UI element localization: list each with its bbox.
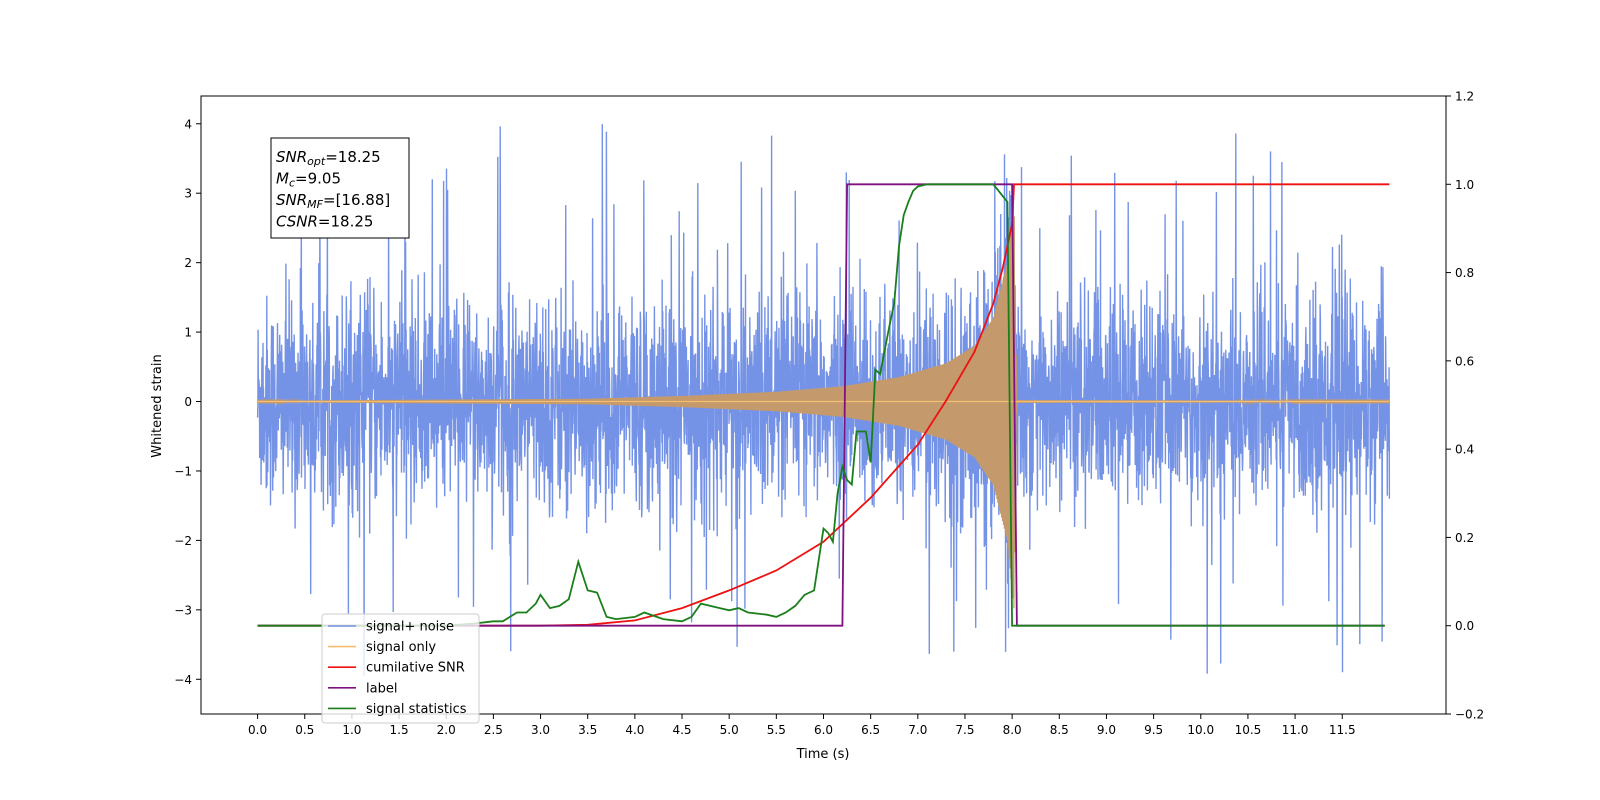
x-tick-label: 0.5: [295, 723, 314, 737]
y-tick-label: 0: [184, 395, 192, 409]
annotation-frame: [270, 137, 410, 239]
series-cumilative-snr-line: [257, 183, 1390, 627]
y-tick-label: −2: [174, 534, 192, 548]
annotation-line: Mc=9.05: [276, 170, 341, 190]
x-tick-label: 9.5: [1144, 723, 1163, 737]
x-tick-label: 5.5: [767, 723, 786, 737]
legend-frame: [321, 613, 480, 724]
y2-tick-label: 0.8: [1455, 266, 1474, 280]
y-tick-label: −1: [174, 464, 192, 478]
x-tick-label: 2.5: [484, 723, 503, 737]
y-tick-label: 4: [184, 117, 192, 131]
series-signal-statistics-line: [257, 183, 1385, 627]
annotation-line: SNRopt=18.25: [276, 148, 381, 168]
x-tick-label: 8.5: [1050, 723, 1069, 737]
legend-label: label: [366, 681, 397, 696]
x-tick-label: 7.0: [908, 723, 927, 737]
x-tick-label: 5.0: [720, 723, 739, 737]
annotation-line: CSNR=18.25: [276, 213, 373, 231]
y-tick-label: 3: [184, 187, 192, 201]
y2-tick-label: −0.2: [1455, 708, 1484, 722]
annotation-line: SNRMF=[16.88]: [276, 191, 390, 211]
y2-tick-label: 0.0: [1455, 619, 1474, 633]
legend: signal+ noise signal only cumilative SNR la…: [321, 613, 480, 724]
x-tick-label: 6.0: [814, 723, 833, 737]
y2-tick-label: 0.2: [1455, 531, 1474, 545]
x-tick-label: 6.5: [861, 723, 880, 737]
y-axis-label: Whitened strain: [150, 354, 165, 457]
x-tick-label: 8.0: [1003, 723, 1022, 737]
x-tick-label: 3.5: [578, 723, 597, 737]
y2-tick-label: 0.6: [1455, 354, 1474, 368]
x-tick-label: 2.0: [437, 723, 456, 737]
y-tick-label: −3: [174, 603, 192, 617]
y2-tick-label: 1.0: [1455, 178, 1474, 192]
x-tick-label: 4.0: [625, 723, 644, 737]
legend-label: signal statistics: [366, 702, 467, 717]
y-tick-label: 1: [184, 326, 192, 340]
x-axis-label: Time (s): [796, 747, 850, 762]
y-tick-label: 2: [184, 256, 192, 270]
legend-label: signal only: [366, 640, 436, 655]
x-tick-label: 7.5: [955, 723, 974, 737]
y2-tick-label: 1.2: [1455, 90, 1474, 104]
legend-label: cumilative SNR: [366, 661, 465, 676]
plot-area: [256, 124, 1391, 677]
x-tick-label: 10.5: [1235, 723, 1262, 737]
y-tick-label: −4: [174, 673, 192, 687]
x-tick-label: 3.0: [531, 723, 550, 737]
y2-tick-label: 0.4: [1455, 443, 1474, 457]
x-tick-label: 11.0: [1282, 723, 1309, 737]
x-tick-label: 9.0: [1097, 723, 1116, 737]
x-tick-label: 0.0: [248, 723, 267, 737]
legend-label: signal+ noise: [366, 620, 454, 635]
x-tick-label: 4.5: [672, 723, 691, 737]
x-tick-label: 11.5: [1329, 723, 1356, 737]
x-tick-label: 10.0: [1187, 723, 1214, 737]
axes: 0.0 0.5 1.0 1.5 2.0 2.5 3.0 3.5 4.0 4.5 5.0 5.5 6.0 6…: [174, 90, 1484, 738]
x-tick-label: 1.0: [342, 723, 361, 737]
x-tick-label: 1.5: [390, 723, 409, 737]
